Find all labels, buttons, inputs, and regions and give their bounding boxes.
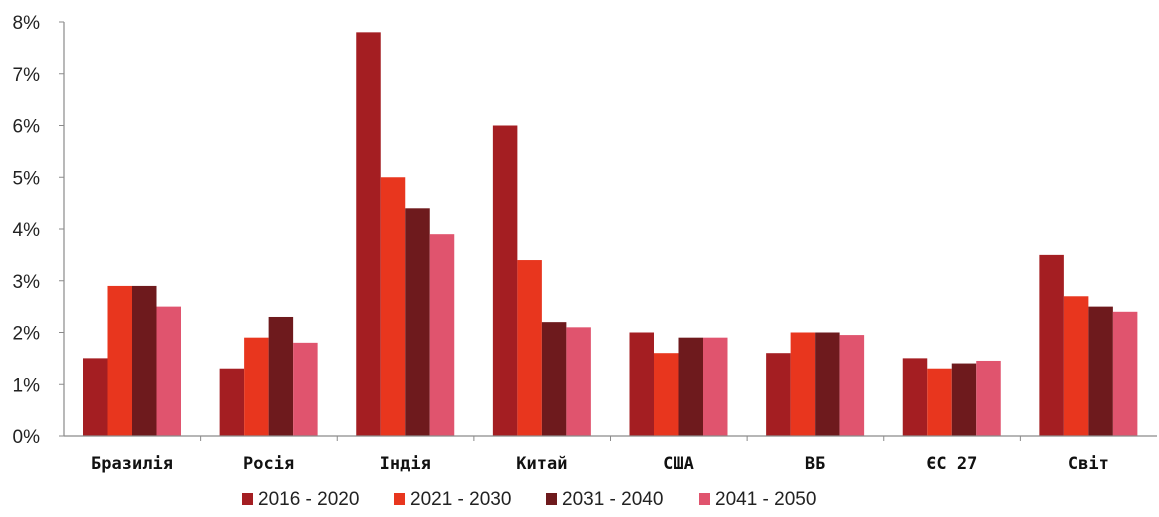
bar-ЄС 27-2021-2030 [927,368,952,436]
bar-Китай-2021-2030 [517,260,542,436]
bar-США-2031-2040 [678,337,703,436]
y-tick-label: 8% [13,13,41,34]
bar-ВБ-2031-2040 [815,332,840,436]
bar-Китай-2041-2050 [566,327,591,436]
x-tick-label: Індія [380,454,431,474]
bar-ВБ-2021-2030 [790,332,816,436]
bar-ВБ-2041-2050 [839,335,865,436]
legend-item: 2031 - 2040 [546,489,663,510]
bar-США-2041-2050 [703,337,728,436]
bar-Китай-2016-2020 [492,125,518,436]
legend-item: 2041 - 2050 [699,489,816,510]
bar-ВБ-2016-2020 [766,353,791,436]
bar-Світ-2031-2040 [1088,306,1113,436]
x-tick-label: Бразилія [91,454,173,474]
bar-ЄС 27-2041-2050 [976,360,1001,436]
legend-label: 2021 - 2030 [410,489,511,510]
y-tick-label: 2% [13,324,41,345]
legend-item: 2016 - 2020 [242,489,359,510]
bar-Росія-2016-2020 [219,368,245,436]
legend-swatch [546,493,557,505]
legend-swatch [242,493,253,505]
bar-ЄС 27-2031-2040 [951,363,977,436]
y-tick-label: 5% [13,168,41,189]
legend: 2016 - 2020 2021 - 2030 2031 - 2040 2041 - … [242,489,816,510]
y-tick-label: 3% [13,272,41,293]
legend-swatch [394,493,405,505]
legend-label: 2041 - 2050 [715,489,816,510]
x-tick-label: США [663,454,694,474]
legend-label: 2031 - 2040 [562,489,663,510]
y-tick-label: 1% [13,375,41,396]
bars [83,32,1138,436]
bar-Бразилія-2031-2040 [132,285,157,436]
legend-label: 2016 - 2020 [258,489,359,510]
bar-Індія-2041-2050 [429,234,455,436]
x-tick-label: Світ [1068,454,1109,474]
bar-Бразилія-2016-2020 [83,358,108,436]
bar-США-2021-2030 [654,353,679,436]
bar-Китай-2031-2040 [541,322,567,436]
bar-Індія-2016-2020 [356,32,381,436]
y-tick-label: 0% [13,427,41,448]
x-tick-label: ВБ [805,454,825,474]
y-axis: 0% 1% 2% 3% 4% 5% 6% 7% 8% [13,13,65,448]
bar-Бразилія-2021-2030 [107,285,132,436]
x-tick-label: Росія [243,454,294,474]
bar-Індія-2031-2040 [405,208,430,436]
x-tick-label: Китай [516,454,567,474]
bar-Росія-2031-2040 [268,316,294,436]
y-tick-label: 4% [13,220,41,241]
bar-Світ-2021-2030 [1063,296,1089,436]
bar-Бразилія-2041-2050 [156,306,181,436]
bar-ЄС 27-2016-2020 [902,358,928,436]
y-tick-label: 7% [13,65,41,86]
bar-Світ-2041-2050 [1112,311,1138,436]
bar-Росія-2041-2050 [293,342,318,436]
bar-Росія-2021-2030 [244,337,269,436]
y-tick-label: 6% [13,117,41,138]
legend-swatch [699,493,710,505]
bar-США-2016-2020 [629,332,654,436]
x-tick-label: ЄС 27 [926,454,977,474]
x-axis: Бразилія Росія Індія Китай США ВБ ЄС 27 Світ [64,435,1157,474]
bar-Індія-2021-2030 [380,177,406,436]
bar-Світ-2016-2020 [1039,254,1064,436]
legend-item: 2021 - 2030 [394,489,511,510]
